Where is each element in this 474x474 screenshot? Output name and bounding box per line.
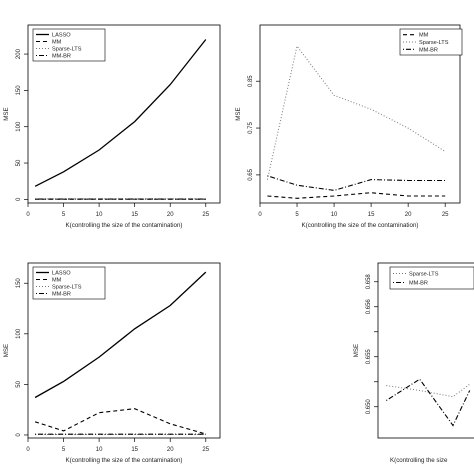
legend-label: Sparse-LTS [52,285,82,291]
y-axis-label: MSE [235,107,242,120]
x-axis-label: K(controlling the size of the contaminat… [66,457,183,464]
y-tick-label: 0.65 [248,168,254,180]
y-axis-label: MSE [3,107,10,120]
x-axis-label: K(controlling the size of the contaminat… [66,222,183,229]
legend-label: MM [52,278,62,284]
y-tick-label: 0 [16,197,22,201]
y-tick-label: 150 [16,85,22,96]
x-axis-label: K(controlling the size of the contaminat… [302,222,419,229]
y-tick-label: 200 [16,48,22,59]
legend-label: MM [419,33,429,39]
y-tick-label: 150 [16,278,22,289]
x-tick-label: 20 [405,212,412,218]
legend-label: LASSO [52,33,71,39]
y-tick-label: 100 [16,328,22,339]
y-tick-label: 100 [16,121,22,132]
x-tick-label: 25 [202,212,209,218]
series-line-mm-br [267,175,446,191]
x-tick-label: 15 [131,212,138,218]
x-tick-label: 10 [331,212,338,218]
x-tick-label: 25 [202,447,209,453]
y-tick-label: 0.656 [366,299,372,315]
x-tick-label: 5 [62,447,66,453]
legend-label: MM [52,40,62,46]
x-tick-label: 5 [295,212,299,218]
x-tick-label: 10 [96,212,103,218]
x-tick-label: 0 [26,447,30,453]
x-tick-label: 20 [167,212,174,218]
y-tick-label: 0 [16,433,22,437]
legend-label: MM-BR [409,281,428,287]
chart-panel-1: 0 5 10 15 20 25 0 50 100 150 200 K(controlling the … [3,24,221,229]
series-line-mm [34,408,206,435]
series-line-lasso [34,39,207,187]
x-tick-label: 20 [167,447,174,453]
x-tick-label: 0 [26,212,30,218]
y-tick-label: 0.75 [248,122,254,134]
plot-frame [259,24,461,204]
plot-frame [377,262,474,439]
plot-frame [27,24,221,204]
legend: Sparse-LTS MM-BR [389,266,474,290]
chart-panel-4: 0.650 0.655 0.656 0.658 K(controlling the si… [353,262,474,464]
legend-label: Sparse-LTS [419,40,449,46]
plot-frame [27,262,221,439]
x-tick-label: 10 [96,447,103,453]
y-tick-label: 50 [16,380,22,387]
y-tick-label: 0.655 [366,349,372,365]
chart-panel-3: 0 5 10 15 20 25 0 50 100 150 K(controlling the siz… [3,262,221,464]
chart-panel-2: 0 5 10 15 20 25 0.65 0.75 0.85 K(controlling the … [235,24,463,229]
y-tick-label: 0.85 [248,75,254,87]
legend-label: MM-BR [419,47,438,53]
y-axis-label: MSE [353,344,360,357]
x-tick-label: 25 [442,212,449,218]
legend-label: MM-BR [52,54,71,60]
y-tick-label: 0.650 [366,399,372,415]
legend-box [399,28,463,56]
x-tick-label: 0 [258,212,262,218]
legend-label: Sparse-LTS [409,272,439,278]
x-tick-label: 15 [368,212,375,218]
y-axis-label: MSE [3,344,10,357]
y-tick-label: 0.658 [366,274,372,290]
legend-label: MM-BR [52,292,71,298]
series-line-mm-br [386,378,471,427]
legend-label: LASSO [52,271,71,277]
x-tick-label: 5 [62,212,66,218]
x-axis-label: K(controlling the size [390,457,448,464]
legend-box [389,266,474,290]
legend-label: Sparse-LTS [52,47,82,53]
series-line-mm [267,192,446,199]
y-tick-label: 50 [16,159,22,166]
series-line-lasso [34,271,207,399]
series-line-sparse-lts [386,383,470,398]
x-tick-label: 15 [131,447,138,453]
